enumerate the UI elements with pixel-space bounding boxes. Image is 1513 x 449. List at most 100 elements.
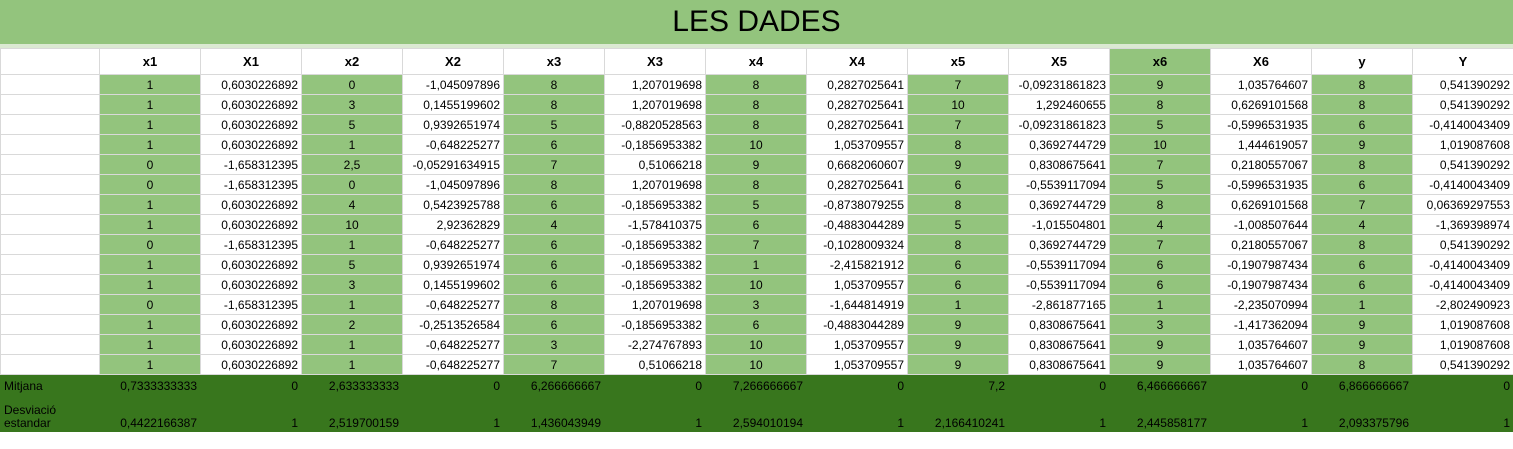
data-cell[interactable]: 5 — [503, 114, 605, 135]
data-cell[interactable]: 0,541390292 — [1412, 74, 1513, 95]
data-cell[interactable]: -0,5996531935 — [1210, 114, 1312, 135]
data-cell[interactable]: 0,6030226892 — [200, 334, 302, 355]
data-cell[interactable]: 9 — [907, 314, 1009, 335]
corner-cell[interactable] — [0, 48, 100, 75]
data-cell[interactable]: 10 — [907, 94, 1009, 115]
data-cell[interactable]: 1 — [907, 294, 1009, 315]
data-cell[interactable]: 8 — [907, 194, 1009, 215]
data-cell[interactable]: 1,444619057 — [1210, 134, 1312, 155]
data-cell[interactable]: 6 — [503, 194, 605, 215]
data-cell[interactable]: 5 — [705, 194, 807, 215]
data-cell[interactable]: 3 — [503, 334, 605, 355]
data-cell[interactable]: 0,5423925788 — [402, 194, 504, 215]
data-cell[interactable]: -0,5539117094 — [1008, 174, 1110, 195]
data-cell[interactable]: 9 — [1311, 134, 1413, 155]
data-cell[interactable]: -0,1856953382 — [604, 134, 706, 155]
data-cell[interactable]: -2,235070994 — [1210, 294, 1312, 315]
row-label-cell[interactable] — [0, 214, 100, 235]
data-cell[interactable]: -2,274767893 — [604, 334, 706, 355]
data-cell[interactable]: 8 — [705, 94, 807, 115]
data-cell[interactable]: 0,06369297553 — [1412, 194, 1513, 215]
data-cell[interactable]: -0,4140043409 — [1412, 254, 1513, 275]
data-cell[interactable]: 10 — [705, 274, 807, 295]
data-cell[interactable]: 3 — [301, 274, 403, 295]
std-cell[interactable]: 1 — [1210, 397, 1312, 432]
data-cell[interactable]: 0,6682060607 — [806, 154, 908, 175]
data-cell[interactable]: 2,5 — [301, 154, 403, 175]
data-cell[interactable]: 9 — [1311, 314, 1413, 335]
column-header[interactable]: X6 — [1210, 48, 1312, 75]
data-cell[interactable]: -0,5996531935 — [1210, 174, 1312, 195]
data-cell[interactable]: 7 — [503, 354, 605, 375]
data-cell[interactable]: 8 — [705, 74, 807, 95]
column-header[interactable]: X2 — [402, 48, 504, 75]
data-cell[interactable]: -1,658312395 — [200, 154, 302, 175]
data-cell[interactable]: -2,415821912 — [806, 254, 908, 275]
data-cell[interactable]: 1,053709557 — [806, 274, 908, 295]
data-cell[interactable]: -2,861877165 — [1008, 294, 1110, 315]
data-cell[interactable]: 6 — [705, 314, 807, 335]
row-label-cell[interactable] — [0, 114, 100, 135]
data-cell[interactable]: 9 — [1109, 74, 1211, 95]
data-cell[interactable]: 0 — [99, 234, 201, 255]
data-cell[interactable]: 1 — [1311, 294, 1413, 315]
data-cell[interactable]: 9 — [907, 334, 1009, 355]
data-cell[interactable]: 0,6030226892 — [200, 114, 302, 135]
mean-cell[interactable]: 7,2 — [907, 374, 1009, 398]
data-cell[interactable]: -0,4140043409 — [1412, 274, 1513, 295]
std-cell[interactable]: 1,436043949 — [503, 397, 605, 432]
mean-cell[interactable]: 6,266666667 — [503, 374, 605, 398]
std-cell[interactable]: 1 — [1008, 397, 1110, 432]
data-cell[interactable]: 6 — [503, 234, 605, 255]
data-cell[interactable]: 1 — [99, 134, 201, 155]
data-cell[interactable]: 1 — [301, 294, 403, 315]
data-cell[interactable]: -1,045097896 — [402, 174, 504, 195]
row-label-cell[interactable] — [0, 254, 100, 275]
data-cell[interactable]: -2,802490923 — [1412, 294, 1513, 315]
column-header[interactable]: X3 — [604, 48, 706, 75]
data-cell[interactable]: 1 — [99, 214, 201, 235]
row-label-cell[interactable] — [0, 354, 100, 375]
data-cell[interactable]: 8 — [1109, 94, 1211, 115]
data-cell[interactable]: 8 — [503, 174, 605, 195]
data-cell[interactable]: 3 — [705, 294, 807, 315]
std-cell[interactable]: 2,594010194 — [705, 397, 807, 432]
data-cell[interactable]: 8 — [1311, 354, 1413, 375]
row-label-cell[interactable] — [0, 174, 100, 195]
data-cell[interactable]: -0,8820528563 — [604, 114, 706, 135]
column-header[interactable]: Y — [1412, 48, 1513, 75]
data-cell[interactable]: 5 — [301, 114, 403, 135]
std-cell[interactable]: 2,093375796 — [1311, 397, 1413, 432]
data-cell[interactable]: 0,541390292 — [1412, 234, 1513, 255]
column-header[interactable]: X1 — [200, 48, 302, 75]
data-cell[interactable]: 8 — [1109, 194, 1211, 215]
data-cell[interactable]: -1,045097896 — [402, 74, 504, 95]
data-cell[interactable]: 0 — [301, 174, 403, 195]
data-cell[interactable]: 0,6030226892 — [200, 274, 302, 295]
data-cell[interactable]: -1,658312395 — [200, 234, 302, 255]
data-cell[interactable]: -0,648225277 — [402, 234, 504, 255]
data-cell[interactable]: -0,05291634915 — [402, 154, 504, 175]
data-cell[interactable]: 0,9392651974 — [402, 254, 504, 275]
column-header[interactable]: x3 — [503, 48, 605, 75]
std-cell[interactable]: 1 — [200, 397, 302, 432]
data-cell[interactable]: 0,6030226892 — [200, 74, 302, 95]
data-cell[interactable]: 1 — [1109, 294, 1211, 315]
column-header[interactable]: x1 — [99, 48, 201, 75]
data-cell[interactable]: 10 — [705, 354, 807, 375]
row-label-cell[interactable] — [0, 154, 100, 175]
data-cell[interactable]: 1,053709557 — [806, 134, 908, 155]
data-cell[interactable]: 0,8308675641 — [1008, 354, 1110, 375]
data-cell[interactable]: 1 — [99, 74, 201, 95]
data-cell[interactable]: 0,8308675641 — [1008, 314, 1110, 335]
column-header[interactable]: x2 — [301, 48, 403, 75]
column-header[interactable]: x5 — [907, 48, 1009, 75]
data-cell[interactable]: 4 — [1109, 214, 1211, 235]
mean-cell[interactable]: 0 — [604, 374, 706, 398]
row-label-cell[interactable] — [0, 74, 100, 95]
mean-cell[interactable]: 6,866666667 — [1311, 374, 1413, 398]
data-cell[interactable]: 0,1455199602 — [402, 94, 504, 115]
data-cell[interactable]: 6 — [705, 214, 807, 235]
std-cell[interactable]: 2,519700159 — [301, 397, 403, 432]
data-cell[interactable]: 1 — [99, 94, 201, 115]
